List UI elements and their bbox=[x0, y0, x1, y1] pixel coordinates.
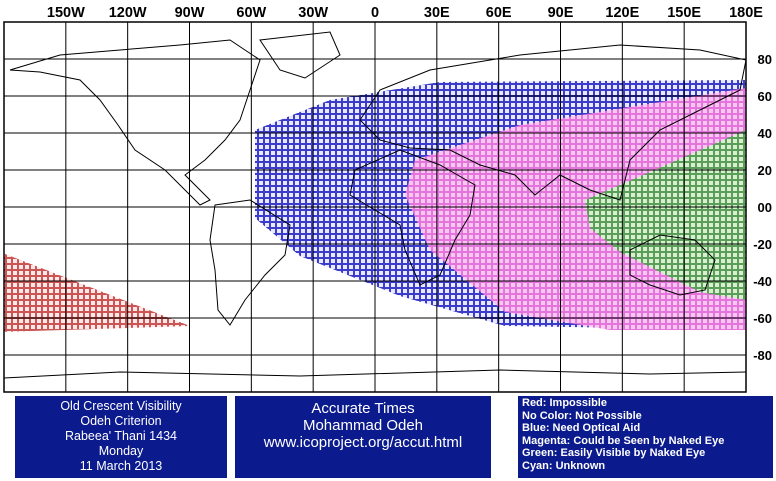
info-box: Old Crescent Visibility Odeh Criterion Rab… bbox=[15, 396, 227, 478]
longitude-label: 30W bbox=[298, 5, 328, 21]
box-line: Blue: Need Optical Aid bbox=[522, 422, 641, 435]
latitude-label: -80 bbox=[753, 348, 772, 363]
box-line: Odeh Criterion bbox=[80, 414, 162, 428]
latitude-label: 80 bbox=[758, 52, 772, 67]
box-line: No Color: Not Possible bbox=[522, 409, 642, 422]
south-america bbox=[209, 199, 291, 326]
box-line: Rabeea' Thani 1434 bbox=[65, 429, 177, 443]
map: 150W 120W 90W 60W 30W 0 30E 60E 90E 120E 150E 180E … bbox=[3, 5, 772, 393]
longitude-label: 90W bbox=[175, 5, 205, 21]
box-line: Monday bbox=[98, 444, 144, 458]
antarctica bbox=[4, 369, 746, 379]
latitude-label: 20 bbox=[758, 163, 772, 178]
north-america bbox=[9, 39, 261, 206]
map-frame bbox=[3, 21, 747, 393]
latitude-label: 00 bbox=[758, 200, 772, 215]
longitude-label: 0 bbox=[371, 5, 379, 21]
longitude-labels: 150W 120W 90W 60W 30W 0 30E 60E 90E 120E 150E 180E bbox=[47, 5, 763, 21]
longitude-label: 60E bbox=[486, 5, 512, 21]
box-line: 11 March 2013 bbox=[79, 459, 163, 473]
latitude-label: 40 bbox=[758, 126, 772, 141]
box-line: Mohammad Odeh bbox=[302, 417, 424, 434]
box-line: Red: Impossible bbox=[522, 397, 607, 409]
longitude-label: 30E bbox=[424, 5, 450, 21]
box-line: www.icoproject.org/accut.html bbox=[263, 434, 463, 451]
zone-green bbox=[585, 130, 746, 300]
graticule bbox=[4, 22, 746, 392]
latitude-label: -20 bbox=[753, 237, 772, 252]
latitude-label: -60 bbox=[753, 311, 772, 326]
box-line: Accurate Times bbox=[311, 400, 415, 417]
visibility-zones bbox=[4, 80, 746, 332]
greenland bbox=[259, 31, 341, 79]
latitude-label: 60 bbox=[758, 89, 772, 104]
longitude-label: 180E bbox=[729, 5, 763, 21]
longitude-label: 120W bbox=[109, 5, 147, 21]
box-line: Cyan: Unknown bbox=[522, 459, 606, 472]
longitude-label: 120E bbox=[605, 5, 639, 21]
coastlines bbox=[4, 31, 746, 379]
longitude-label: 90E bbox=[548, 5, 574, 21]
longitude-label: 60W bbox=[236, 5, 266, 21]
longitude-label: 150W bbox=[47, 5, 85, 21]
credit-box: Accurate Times Mohammad Odeh www.icoprojec… bbox=[235, 396, 491, 478]
eurasia bbox=[359, 44, 746, 201]
longitude-label: 150E bbox=[667, 5, 701, 21]
box-line: Green: Easily Visible by Naked Eye bbox=[522, 447, 706, 460]
box-line: Magenta: Could be Seen by Naked Eye bbox=[522, 434, 725, 447]
latitude-label: -40 bbox=[753, 274, 772, 289]
box-line: Old Crescent Visibility bbox=[60, 399, 182, 413]
latitude-labels: 80 60 40 20 00 -20 -40 -60 -80 bbox=[753, 52, 772, 363]
zone-red bbox=[4, 253, 190, 332]
australia bbox=[629, 234, 716, 296]
legend-box: Red: Impossible No Color: Not Possible Blu… bbox=[518, 396, 773, 478]
